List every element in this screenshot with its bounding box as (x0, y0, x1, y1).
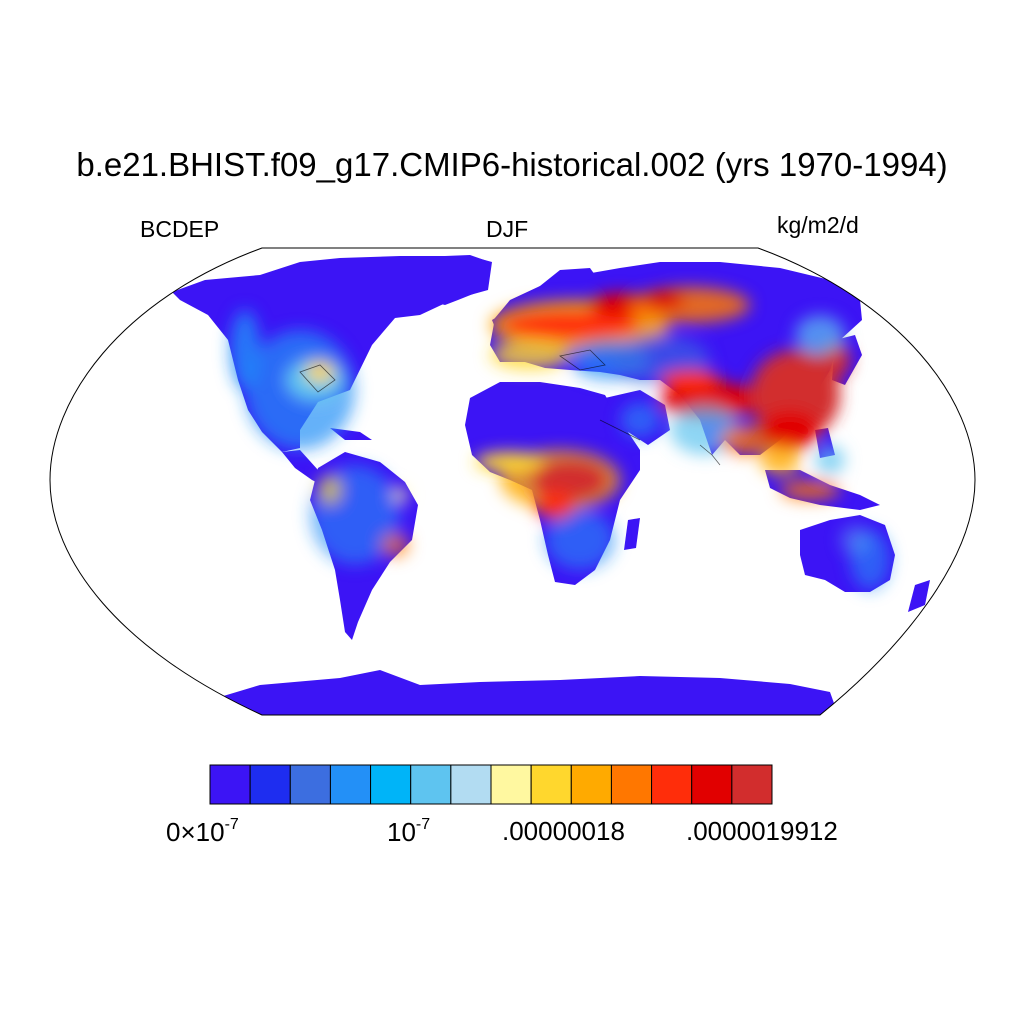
colorbar-label-2: 10-7 (387, 816, 431, 847)
colorbar-swatch (570, 764, 612, 805)
colorbar-swatch (731, 764, 773, 805)
colorbar (209, 764, 773, 805)
coastlines (299, 349, 721, 466)
antarctica (200, 670, 840, 715)
colorbar-swatch (651, 764, 693, 805)
colorbar-swatch (249, 764, 291, 805)
variable-label: BCDEP (140, 216, 220, 242)
colorbar-label-3: .00000018 (502, 816, 625, 846)
scandinavia (535, 268, 600, 310)
units-label: kg/m2/d (777, 212, 859, 238)
season-label: DJF (486, 216, 529, 242)
colorbar-swatch (691, 764, 733, 805)
colorbar-swatch (530, 764, 572, 805)
colorbar-swatch (410, 764, 452, 805)
caribbean (330, 428, 372, 440)
colorbar-label-max: .0000019912 (686, 816, 838, 846)
colorbar-swatch (329, 764, 372, 805)
colorbar-swatch (450, 764, 492, 805)
deposition-overlay (230, 287, 890, 590)
greenland (395, 255, 490, 305)
madagascar (624, 518, 640, 550)
colorbar-swatch (490, 764, 532, 805)
colorbar-swatch (370, 764, 412, 805)
colorbar-label-min: 0×10-7 (166, 816, 239, 847)
colorbar-swatch (209, 764, 251, 805)
colorbar-swatch (289, 764, 331, 805)
central-america (282, 450, 322, 485)
new-zealand (908, 580, 930, 612)
map-area (50, 248, 975, 715)
plot-title: b.e21.BHIST.f09_g17.CMIP6-historical.002… (76, 146, 948, 183)
colorbar-swatch (610, 764, 653, 805)
map-border (49, 247, 976, 716)
